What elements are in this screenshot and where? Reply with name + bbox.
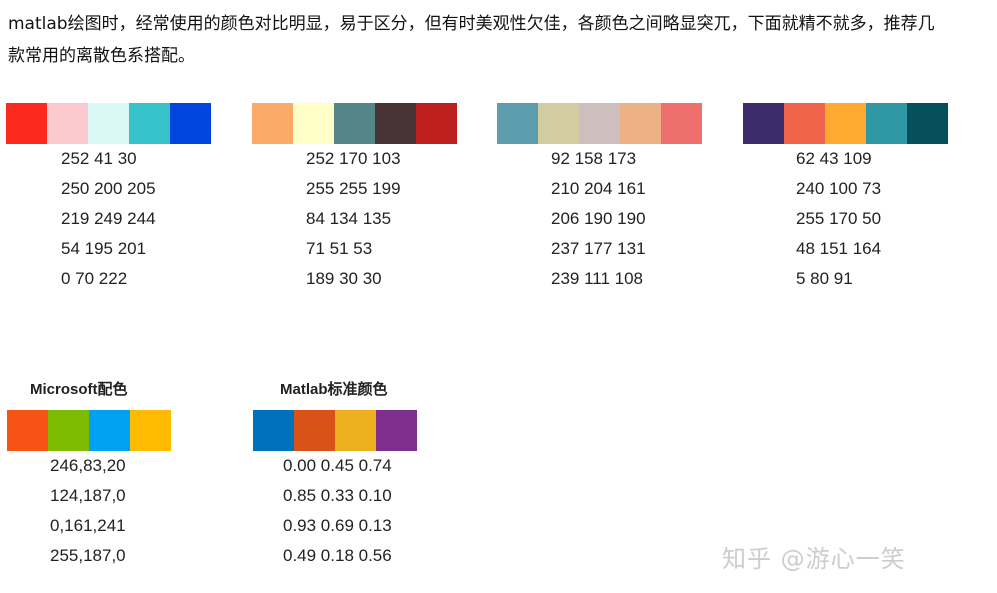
color-swatch	[88, 103, 129, 144]
palette-2: 252 170 103 255 255 199 84 134 135 71 51 53…	[252, 103, 457, 294]
color-swatch	[47, 103, 88, 144]
rgb-code-list: 0.00 0.45 0.74 0.85 0.33 0.10 0.93 0.69 0.…	[283, 451, 417, 571]
rgb-code: 0.93 0.69 0.13	[283, 516, 392, 535]
rgb-code: 0.00 0.45 0.74	[283, 456, 392, 475]
color-swatch	[416, 103, 457, 144]
rgb-code: 124,187,0	[50, 486, 126, 505]
rgb-code: 206 190 190	[551, 209, 646, 228]
color-swatch	[375, 103, 416, 144]
swatch-strip	[497, 103, 702, 144]
color-swatch	[497, 103, 538, 144]
rgb-code: 255 255 199	[306, 179, 401, 198]
matlab-palette-title: Matlab标准颜色	[280, 381, 388, 398]
rgb-code: 0.49 0.18 0.56	[283, 546, 392, 565]
watermark: 知乎 @游心一笑	[722, 545, 906, 573]
rgb-code: 246,83,20	[50, 456, 126, 475]
rgb-code: 189 30 30	[306, 269, 382, 288]
palette-4: 62 43 109 240 100 73 255 170 50 48 151 164 5…	[743, 103, 948, 294]
matlab-palette: 0.00 0.45 0.74 0.85 0.33 0.10 0.93 0.69 0.…	[253, 410, 417, 571]
rgb-code-list: 252 170 103 255 255 199 84 134 135 71 51 53…	[306, 144, 457, 294]
rgb-code: 210 204 161	[551, 179, 646, 198]
intro-paragraph: matlab绘图时，经常使用的颜色对比明显，易于区分，但有时美观性欠佳，各颜色之…	[8, 14, 935, 66]
rgb-code: 237 177 131	[551, 239, 646, 258]
color-swatch	[579, 103, 620, 144]
rgb-code: 84 134 135	[306, 209, 392, 228]
palette-3: 92 158 173 210 204 161 206 190 190 237 177 …	[497, 103, 702, 294]
rgb-code-list: 246,83,20 124,187,0 0,161,241 255,187,0	[50, 451, 171, 571]
rgb-code: 5 80 91	[796, 269, 853, 288]
swatch-strip	[7, 410, 171, 451]
color-swatch	[130, 410, 171, 451]
color-swatch	[866, 103, 907, 144]
rgb-code-list: 92 158 173 210 204 161 206 190 190 237 177 …	[551, 144, 702, 294]
color-swatch	[89, 410, 130, 451]
rgb-code: 255 170 50	[796, 209, 882, 228]
color-swatch	[6, 103, 47, 144]
swatch-strip	[253, 410, 417, 451]
color-swatch	[661, 103, 702, 144]
swatch-strip	[743, 103, 948, 144]
swatch-strip	[252, 103, 457, 144]
palette-1: 252 41 30 250 200 205 219 249 244 54 195 20…	[6, 103, 211, 294]
rgb-code: 0 70 222	[61, 269, 128, 288]
color-swatch	[293, 103, 334, 144]
rgb-code: 0.85 0.33 0.10	[283, 486, 392, 505]
color-swatch	[335, 410, 376, 451]
color-swatch	[825, 103, 866, 144]
color-swatch	[48, 410, 89, 451]
color-swatch	[907, 103, 948, 144]
microsoft-palette-title: Microsoft配色	[30, 381, 128, 398]
rgb-code: 92 158 173	[551, 149, 637, 168]
rgb-code: 239 111 108	[551, 269, 644, 288]
rgb-code: 54 195 201	[61, 239, 147, 258]
color-swatch	[170, 103, 211, 144]
rgb-code-list: 252 41 30 250 200 205 219 249 244 54 195 20…	[61, 144, 211, 294]
rgb-code: 252 170 103	[306, 149, 401, 168]
color-swatch	[743, 103, 784, 144]
color-swatch	[538, 103, 579, 144]
rgb-code: 71 51 53	[306, 239, 373, 258]
rgb-code: 48 151 164	[796, 239, 882, 258]
rgb-code: 62 43 109	[796, 149, 872, 168]
color-swatch	[129, 103, 170, 144]
color-swatch	[620, 103, 661, 144]
microsoft-palette: 246,83,20 124,187,0 0,161,241 255,187,0	[7, 410, 171, 571]
color-swatch	[334, 103, 375, 144]
rgb-code: 240 100 73	[796, 179, 882, 198]
rgb-code: 255,187,0	[50, 546, 126, 565]
rgb-code-list: 62 43 109 240 100 73 255 170 50 48 151 164 5…	[796, 144, 948, 294]
color-swatch	[294, 410, 335, 451]
color-swatch	[252, 103, 293, 144]
color-swatch	[784, 103, 825, 144]
color-swatch	[253, 410, 294, 451]
color-swatch	[376, 410, 417, 451]
rgb-code: 250 200 205	[61, 179, 156, 198]
swatch-strip	[6, 103, 211, 144]
color-swatch	[7, 410, 48, 451]
rgb-code: 252 41 30	[61, 149, 137, 168]
rgb-code: 0,161,241	[50, 516, 126, 535]
rgb-code: 219 249 244	[61, 209, 156, 228]
